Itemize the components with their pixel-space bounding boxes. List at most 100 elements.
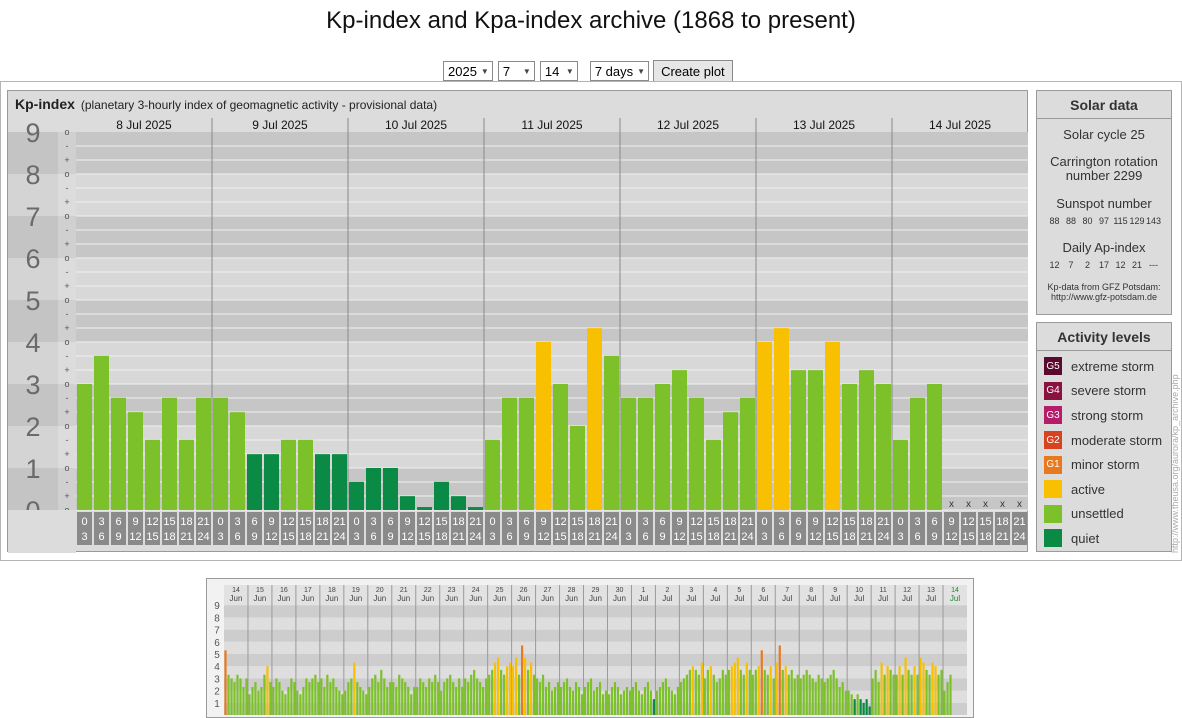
slot-start-label: 6 bbox=[795, 516, 801, 528]
year-select[interactable]: 2025 ▼ bbox=[443, 61, 493, 81]
slot-start-label: 0 bbox=[761, 516, 767, 528]
slot-start-label: 18 bbox=[860, 516, 872, 528]
sub-tick-bg bbox=[58, 174, 76, 216]
mini-day-number: 28 bbox=[568, 587, 576, 594]
mini-kp-bar bbox=[224, 650, 227, 715]
mini-kp-bar bbox=[772, 678, 775, 715]
mini-day-number: 17 bbox=[304, 587, 312, 594]
mini-kp-bar bbox=[847, 690, 850, 715]
y-tick-label: 1 bbox=[25, 454, 40, 484]
mini-kp-bar bbox=[374, 674, 377, 715]
day-label: 10 Jul 2025 bbox=[385, 118, 447, 132]
mini-kp-bar bbox=[844, 690, 847, 715]
mini-kp-bar bbox=[257, 690, 260, 715]
slot-box bbox=[757, 512, 772, 545]
sub-tick-label: o bbox=[64, 337, 69, 347]
sub-tick-label: - bbox=[66, 351, 69, 361]
ap-values: 12 7 2 17 12 21 --- bbox=[1037, 260, 1171, 270]
mini-kp-bar bbox=[488, 674, 491, 715]
kp-bar bbox=[587, 328, 602, 510]
legend-swatch: G2 bbox=[1044, 431, 1062, 450]
chevron-down-icon: ▼ bbox=[480, 66, 489, 76]
mini-kp-bar bbox=[341, 694, 344, 715]
mini-month-label: Jun bbox=[493, 594, 506, 603]
slot-box bbox=[247, 512, 262, 545]
mini-kp-bar bbox=[682, 678, 685, 715]
mini-kp-bar bbox=[398, 674, 401, 715]
mini-kp-bar bbox=[380, 669, 383, 715]
mini-kp-bar bbox=[565, 678, 569, 715]
slot-start-label: 9 bbox=[268, 516, 274, 528]
day-label: 14 Jul 2025 bbox=[929, 118, 991, 132]
mini-kp-bar bbox=[485, 678, 488, 715]
ap-value: 7 bbox=[1068, 260, 1074, 270]
kp-bar bbox=[570, 426, 585, 510]
kp-bar bbox=[723, 412, 738, 510]
mini-y-label: 4 bbox=[214, 662, 220, 673]
legend-label: strong storm bbox=[1071, 407, 1144, 423]
kp-bar bbox=[315, 454, 330, 510]
day-label: 13 Jul 2025 bbox=[793, 118, 855, 132]
mini-kp-bar bbox=[727, 669, 730, 715]
period-select[interactable]: 7 days ▼ bbox=[589, 61, 650, 81]
carrington-line-1: Carrington rotation bbox=[1050, 154, 1158, 169]
mini-day-number: 5 bbox=[737, 587, 741, 594]
kp-bar bbox=[281, 439, 296, 510]
mini-kp-bar bbox=[506, 666, 509, 715]
slot-end-label: 3 bbox=[761, 531, 767, 543]
mini-kp-bar bbox=[431, 682, 434, 715]
slot-box bbox=[281, 512, 296, 545]
ap-value: 12 bbox=[1049, 260, 1060, 270]
mini-kp-bar bbox=[401, 678, 404, 715]
slot-start-label: 12 bbox=[690, 516, 702, 528]
day-select[interactable]: 14 ▼ bbox=[539, 61, 578, 81]
mini-kp-bar bbox=[859, 699, 862, 715]
mini-kp-bar bbox=[589, 678, 593, 715]
slot-box bbox=[638, 512, 653, 545]
kp-bar bbox=[332, 454, 347, 510]
slot-end-label: 3 bbox=[217, 531, 223, 543]
mini-day-number: 19 bbox=[352, 587, 360, 594]
mini-band bbox=[224, 690, 967, 703]
legend-item-unsettled: unsettled bbox=[1037, 502, 1171, 527]
slot-start-label: 3 bbox=[914, 516, 920, 528]
mini-kp-bar bbox=[598, 682, 602, 715]
mini-kp-bar bbox=[610, 686, 614, 715]
create-plot-button[interactable]: Create plot bbox=[653, 60, 733, 82]
slot-start-label: 21 bbox=[197, 516, 209, 528]
mini-kp-bar bbox=[679, 682, 682, 715]
mini-kp-bar bbox=[715, 682, 718, 715]
slot-end-label: 18 bbox=[163, 531, 175, 543]
mini-kp-bar bbox=[523, 657, 527, 715]
kp-bar bbox=[519, 397, 534, 510]
slot-end-label: 12 bbox=[401, 531, 413, 543]
mini-kp-bar bbox=[443, 682, 446, 715]
mini-kp-bar bbox=[263, 674, 266, 715]
y-band-label-bg bbox=[8, 258, 58, 300]
legend-item-active: active bbox=[1037, 477, 1171, 502]
mini-kp-bar bbox=[865, 699, 868, 715]
slot-end-label: 6 bbox=[914, 531, 920, 543]
mini-band bbox=[224, 702, 967, 715]
slot-end-label: 24 bbox=[877, 531, 889, 543]
slot-end-label: 3 bbox=[353, 531, 359, 543]
mini-kp-bar bbox=[652, 699, 656, 715]
slot-start-label: 18 bbox=[724, 516, 736, 528]
mini-month-label: Jun bbox=[565, 594, 578, 603]
mini-kp-bar bbox=[886, 666, 889, 715]
slot-start-label: 6 bbox=[931, 516, 937, 528]
legend-item-quiet: quiet bbox=[1037, 526, 1171, 551]
kp-subtitle: (planetary 3-hourly index of geomagnetic… bbox=[80, 98, 438, 112]
slot-box bbox=[264, 512, 279, 545]
mini-kp-bar bbox=[515, 657, 518, 715]
slot-start-label: 0 bbox=[217, 516, 223, 528]
mini-band bbox=[224, 629, 967, 642]
mini-kp-bar bbox=[389, 682, 392, 715]
y-band-label-bg bbox=[8, 426, 58, 468]
slot-box bbox=[145, 512, 160, 545]
y-tick-label: 6 bbox=[25, 244, 40, 274]
mini-month-label: Jul bbox=[854, 594, 864, 603]
kp-bar bbox=[128, 412, 143, 510]
slot-end-label: 9 bbox=[659, 531, 665, 543]
month-select[interactable]: 7 ▼ bbox=[497, 61, 535, 81]
